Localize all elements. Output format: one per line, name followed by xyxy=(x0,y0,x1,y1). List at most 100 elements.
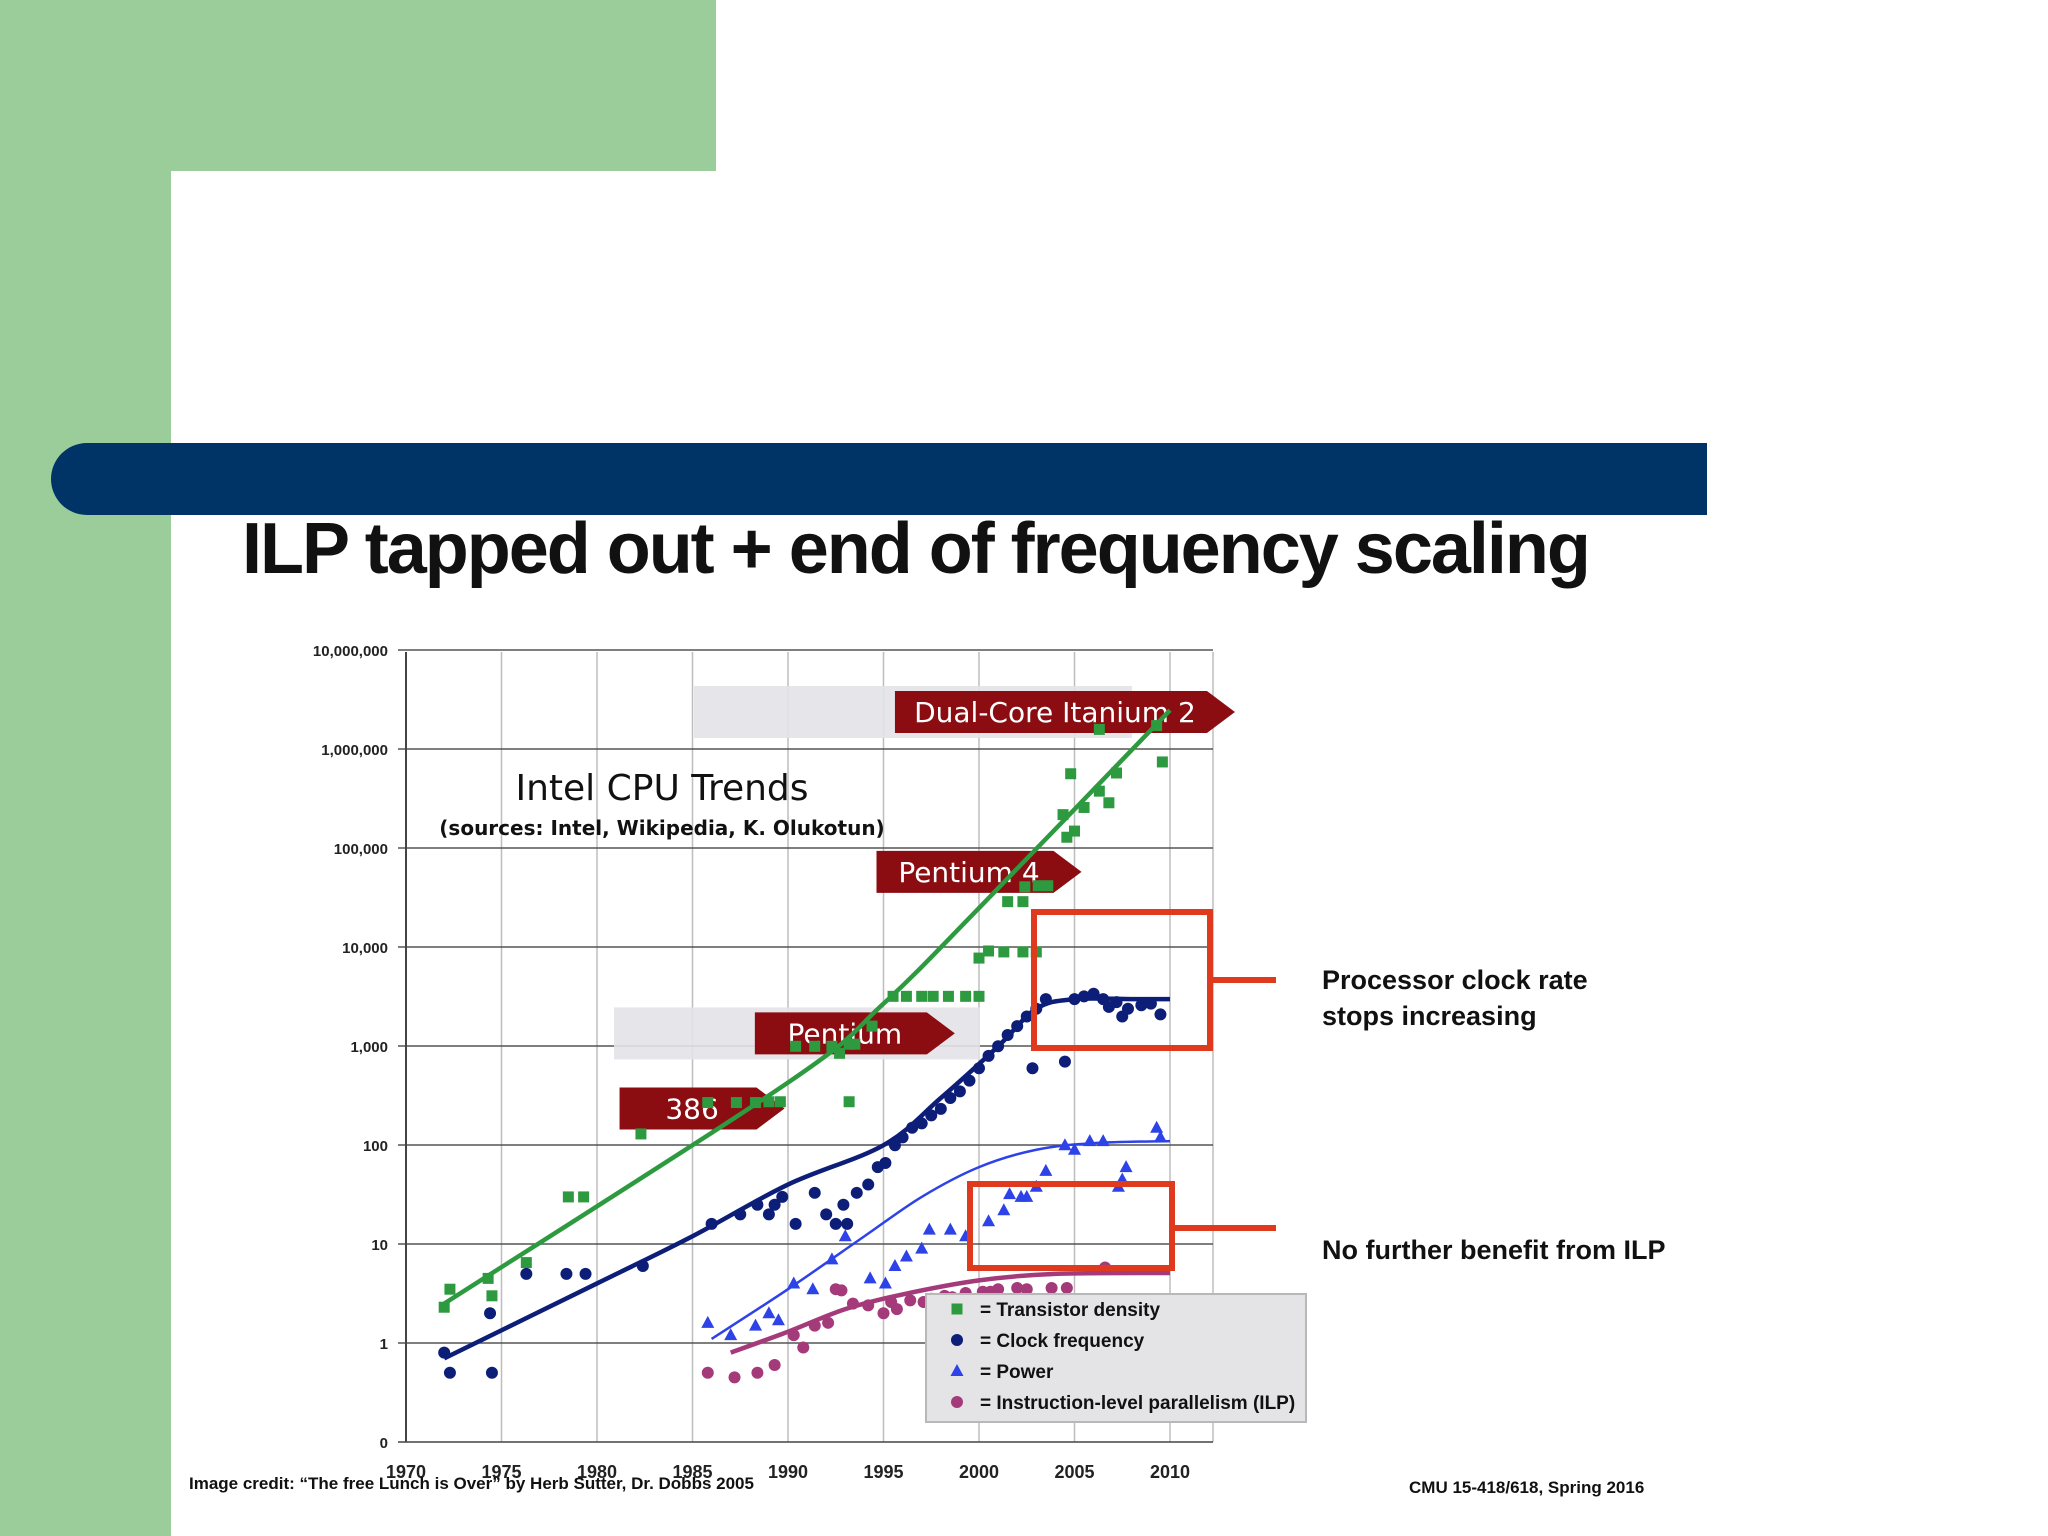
clock-frequency-point xyxy=(915,1117,928,1130)
clock-frequency-point xyxy=(837,1198,850,1211)
transistor-density-point xyxy=(1065,768,1077,780)
clock-frequency-point xyxy=(1020,1010,1033,1023)
power-point xyxy=(787,1276,801,1289)
transistor-density-point xyxy=(520,1257,532,1269)
y-tick-label: 100 xyxy=(363,1138,388,1155)
transistor-density-point xyxy=(702,1097,714,1109)
transistor-density-point xyxy=(750,1097,762,1109)
clock-frequency-point xyxy=(636,1260,649,1273)
clock-frequency-point xyxy=(1110,996,1123,1009)
transistor-density-point xyxy=(1093,723,1105,735)
course-label: CMU 15-418/618, Spring 2016 xyxy=(1409,1478,1645,1497)
instruction-level-parallelism-ilp-point xyxy=(751,1366,764,1379)
annotation-arrow xyxy=(894,690,1235,733)
transistor-density-point xyxy=(834,1047,846,1059)
power-point xyxy=(749,1318,763,1331)
clock-frequency-point xyxy=(925,1109,938,1122)
power-point xyxy=(701,1315,715,1328)
transistor-density-point xyxy=(1061,831,1073,843)
legend-marker xyxy=(950,1364,964,1376)
power-point xyxy=(997,1203,1011,1216)
instruction-level-parallelism-ilp-point xyxy=(808,1319,821,1332)
legend-label: = Clock frequency xyxy=(980,1331,1145,1352)
trend-line xyxy=(442,708,1172,1306)
clock-frequency-point xyxy=(734,1208,747,1221)
instruction-level-parallelism-ilp-point xyxy=(1045,1281,1058,1294)
instruction-level-parallelism-ilp-point xyxy=(904,1294,917,1307)
clock-frequency-point xyxy=(1011,1020,1024,1033)
clock-frequency-point xyxy=(484,1307,497,1320)
clock-frequency-point xyxy=(1058,1055,1071,1068)
transistor-density-point xyxy=(1111,767,1123,779)
clock-frequency-point xyxy=(973,1062,985,1075)
clock-frequency-point xyxy=(850,1186,863,1199)
transistor-density-point xyxy=(1103,797,1115,809)
power-point xyxy=(1083,1134,1097,1147)
x-tick-label: 1990 xyxy=(768,1462,808,1482)
legend-marker xyxy=(951,1396,963,1408)
power-point xyxy=(1039,1163,1053,1176)
y-tick-label: 10,000 xyxy=(342,940,388,957)
x-tick-label: 1980 xyxy=(577,1462,617,1482)
legend-label: = Transistor density xyxy=(980,1300,1160,1321)
instruction-level-parallelism-ilp-point xyxy=(728,1371,741,1384)
transistor-density-point xyxy=(983,945,995,957)
power-point xyxy=(888,1259,902,1272)
clock-frequency-point xyxy=(1135,999,1148,1012)
instruction-level-parallelism-ilp-point xyxy=(701,1366,714,1379)
transistor-density-point xyxy=(973,952,985,964)
power-point xyxy=(724,1328,738,1341)
clock-frequency-point xyxy=(808,1186,821,1199)
background-green-strip xyxy=(0,0,171,1536)
annotation-label: Dual-Core Itanium 2 xyxy=(914,696,1196,729)
power-point xyxy=(943,1222,957,1235)
clock-frequency-point xyxy=(1026,1062,1039,1075)
instruction-level-parallelism-ilp-point xyxy=(846,1297,859,1310)
clock-frequency-point xyxy=(520,1267,533,1280)
power-point xyxy=(878,1276,892,1289)
y-tick-label: 10,000,000 xyxy=(313,643,388,660)
transistor-density-point xyxy=(1156,756,1168,768)
clock-frequency-point xyxy=(841,1217,854,1230)
instruction-level-parallelism-ilp-point xyxy=(797,1341,810,1354)
power-point xyxy=(1020,1189,1034,1202)
transistor-density-point xyxy=(916,990,928,1002)
clock-frequency-point xyxy=(768,1198,781,1211)
power-point xyxy=(1058,1138,1072,1151)
clock-frequency-point xyxy=(579,1267,592,1280)
clock-frequency-point xyxy=(560,1267,573,1280)
clock-frequency-point xyxy=(1001,1029,1014,1042)
instruction-level-parallelism-ilp-point xyxy=(835,1284,848,1297)
annotation-arrow xyxy=(619,1087,785,1130)
image-credit: Image credit: “The free Lunch is Over” b… xyxy=(189,1474,754,1493)
transistor-density-point xyxy=(1042,880,1054,892)
transistor-density-point xyxy=(635,1128,647,1140)
power-point xyxy=(899,1249,913,1262)
instruction-level-parallelism-ilp-point xyxy=(768,1358,781,1371)
legend-marker xyxy=(951,1303,963,1315)
instruction-level-parallelism-ilp-point xyxy=(787,1329,800,1342)
y-tick-label: 10 xyxy=(371,1237,388,1254)
clock-frequency-point xyxy=(963,1074,976,1087)
transistor-density-point xyxy=(1078,801,1090,813)
transistor-density-point xyxy=(763,1096,775,1108)
clock-frequency-point xyxy=(443,1366,456,1379)
transistor-density-point xyxy=(1151,720,1163,732)
clock-frequency-point xyxy=(896,1131,909,1144)
annotation-label: Pentium 4 xyxy=(898,856,1039,889)
transistor-density-point xyxy=(927,990,939,1002)
transistor-density-point xyxy=(1019,881,1031,893)
transistor-density-point xyxy=(444,1283,456,1295)
clock-frequency-point xyxy=(1078,990,1091,1003)
instruction-level-parallelism-ilp-point xyxy=(992,1283,1005,1296)
clock-frequency-point xyxy=(1154,1008,1167,1021)
power-point xyxy=(771,1313,785,1326)
clock-frequency-point xyxy=(1121,1002,1134,1015)
transistor-density-point xyxy=(809,1040,821,1052)
instruction-level-parallelism-ilp-point xyxy=(877,1307,890,1320)
clock-frequency-point xyxy=(1144,997,1157,1010)
clock-frequency-point xyxy=(992,1040,1005,1053)
transistor-density-point xyxy=(973,990,985,1002)
clock-frequency-point xyxy=(953,1085,966,1098)
clock-frequency-point xyxy=(1068,993,1081,1006)
